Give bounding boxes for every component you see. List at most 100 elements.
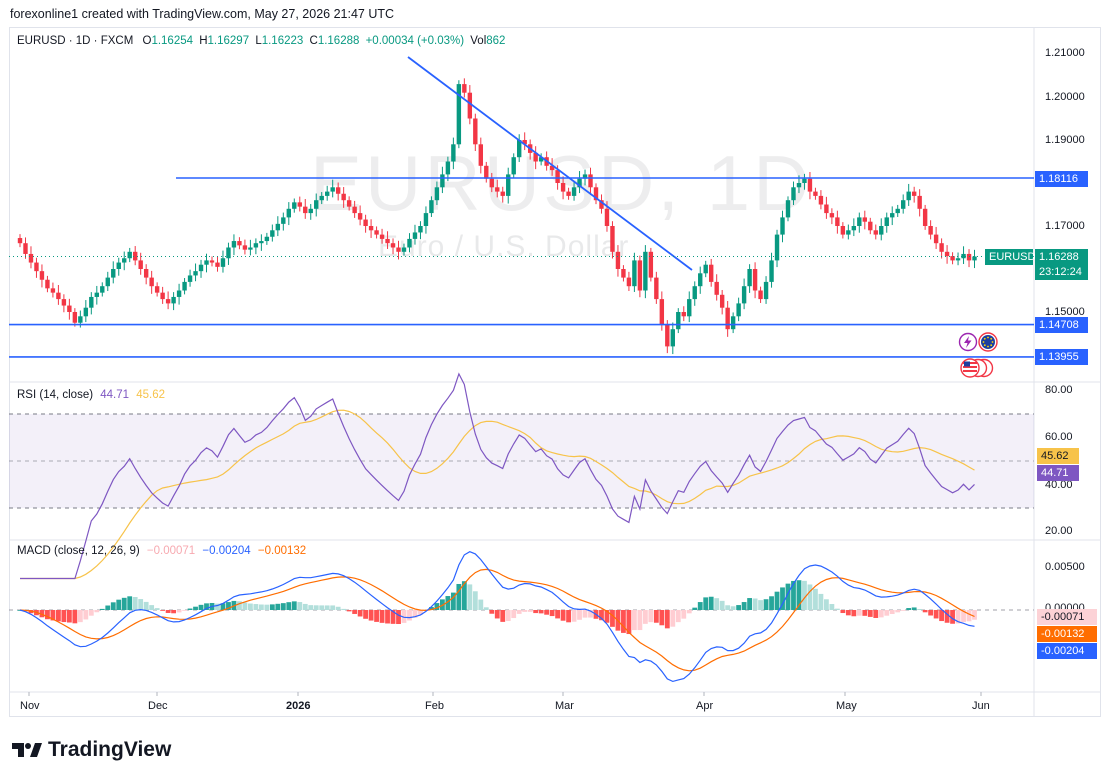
rsi-ma-legend-value: 45.62 <box>136 389 166 401</box>
economic-events[interactable] <box>958 332 1008 385</box>
macd-histogram-bar <box>396 610 401 625</box>
macd-histogram-bar <box>785 583 791 610</box>
candle-body <box>45 279 50 289</box>
macd-histogram-bar <box>560 610 566 621</box>
price-tick: 1.15000 <box>1045 306 1085 318</box>
candle-body <box>511 157 516 175</box>
candle-body <box>560 183 566 192</box>
candle-body <box>363 219 368 226</box>
candle-body <box>171 296 176 304</box>
candle-body <box>264 236 270 242</box>
candle-body <box>473 118 478 145</box>
candle-body <box>346 200 352 207</box>
macd-histogram-bar <box>911 607 917 610</box>
candle-body <box>467 92 473 119</box>
candle-body <box>138 260 143 269</box>
time-label: Apr <box>696 700 714 712</box>
macd-histogram-bar <box>829 604 835 610</box>
time-label: 2026 <box>286 700 311 712</box>
candle-body <box>209 260 215 263</box>
macd-histogram-bar <box>632 610 637 631</box>
candle-body <box>100 286 105 293</box>
candle-body <box>533 152 538 162</box>
candle-body <box>692 286 697 300</box>
candle-body <box>791 187 796 201</box>
macd-histogram-bar <box>77 610 83 623</box>
macd-histogram-bar <box>472 591 478 610</box>
candle-body <box>626 277 632 287</box>
candle-body <box>275 223 281 231</box>
candle-body <box>840 226 846 235</box>
level-tag-3[interactable]: 1.13955 <box>1035 349 1088 365</box>
macd-histogram-bar <box>198 604 204 610</box>
candle-body <box>412 232 418 239</box>
macd-histogram-bar <box>736 605 742 610</box>
macd-histogram-bar <box>747 598 752 610</box>
macd-line <box>19 551 975 683</box>
macd-histogram-bar <box>522 610 528 612</box>
macd-histogram-bar <box>154 608 160 610</box>
candle-body <box>599 200 604 209</box>
macd-histogram-bar <box>401 610 407 623</box>
symbol-label[interactable]: EURUSD · 1D · FXCM <box>17 35 134 47</box>
macd-histogram-bar <box>429 607 434 610</box>
volume-label: Vol <box>470 35 487 47</box>
candle-body <box>495 187 500 192</box>
macd-histogram-bar <box>549 610 555 617</box>
rsi-legend-title[interactable]: RSI (14, close) <box>17 389 94 401</box>
macd-histogram-bar <box>215 603 220 610</box>
candle-body <box>319 195 324 201</box>
candle-body <box>23 243 28 254</box>
candle-body <box>577 178 582 188</box>
level-tag-1[interactable]: 1.18116 <box>1035 171 1088 187</box>
macd-histogram-bar <box>637 610 643 631</box>
time-label: May <box>836 700 857 712</box>
time-label: Nov <box>20 700 40 712</box>
macd-histogram-bar <box>176 610 182 613</box>
candle-body <box>703 264 708 274</box>
macd-histogram-bar <box>538 610 544 614</box>
macd-histogram-bar <box>708 596 714 610</box>
candle-body <box>429 200 434 214</box>
tradingview-logo[interactable]: TradingView <box>12 738 171 762</box>
macd-histogram-bar <box>719 600 725 610</box>
candle-body <box>730 316 736 330</box>
level-tag-2[interactable]: 1.14708 <box>1035 317 1088 333</box>
macd-histogram-bar <box>187 608 193 610</box>
macd-legend-title[interactable]: MACD (close, 12, 26, 9) <box>17 545 140 557</box>
candle-body <box>829 213 835 218</box>
candle-body <box>654 277 659 300</box>
macd-histogram-bar <box>917 608 923 610</box>
us-flag-event-icon[interactable] <box>960 358 994 378</box>
macd-histogram-bar <box>368 610 374 621</box>
candle-body <box>451 144 456 162</box>
candle-body <box>648 251 654 278</box>
macd-histogram-bar <box>664 610 670 629</box>
candle-body <box>357 213 363 220</box>
macd-histogram-bar <box>248 603 253 610</box>
macd-histogram-bar <box>900 610 906 611</box>
eu-flag-event-icon[interactable] <box>978 332 998 352</box>
macd-histogram-bar <box>730 606 736 610</box>
rsi-value-tag: 44.71 <box>1037 465 1079 481</box>
candle-body <box>335 187 341 194</box>
change-value: +0.00034 (+0.03%) <box>365 35 465 47</box>
candle-body <box>632 260 637 287</box>
candle-body <box>588 174 593 188</box>
candle-body <box>39 271 45 280</box>
macd-histogram-bar <box>308 605 314 610</box>
rsi-legend-value: 44.71 <box>100 389 130 401</box>
candle-body <box>780 217 785 235</box>
macd-histogram-bar <box>752 598 758 610</box>
lightning-event-icon[interactable] <box>958 332 978 352</box>
candle-body <box>818 195 824 205</box>
candle-body <box>506 174 511 196</box>
macd-histogram-bar <box>467 584 473 610</box>
macd-histogram-bar <box>434 603 440 610</box>
candle-body <box>308 208 313 214</box>
candle-body <box>884 217 889 226</box>
candle-body <box>423 213 429 226</box>
macd-histogram-bar <box>352 610 358 614</box>
macd-histogram-bar <box>226 602 231 610</box>
